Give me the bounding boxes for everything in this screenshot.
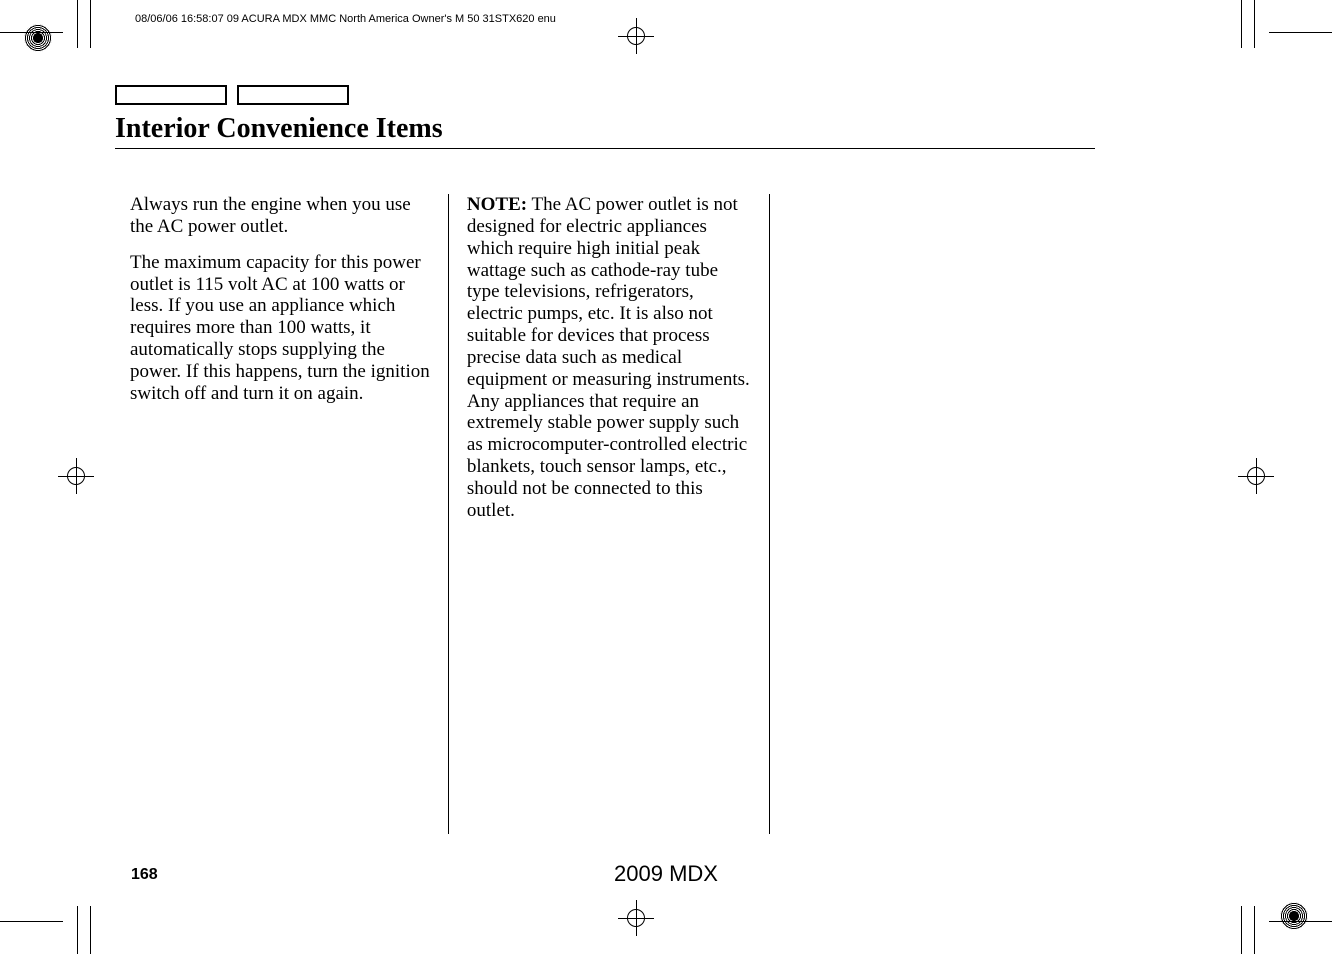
section-title: Interior Convenience Items (115, 113, 1095, 145)
column-2: NOTE: The AC power outlet is not designe… (449, 194, 770, 834)
title-box-2 (237, 85, 349, 105)
section-header: Interior Convenience Items (115, 85, 1095, 149)
crosshair-left (58, 458, 94, 494)
header-metadata: 08/06/06 16:58:07 09 ACURA MDX MMC North… (135, 13, 556, 25)
crop-line (77, 0, 78, 48)
note-label: NOTE: (467, 194, 527, 215)
crop-line (1269, 32, 1332, 33)
title-rule (115, 148, 1095, 149)
crosshair-bottom (618, 900, 654, 936)
crop-line (0, 921, 63, 922)
title-box-1 (115, 85, 227, 105)
crop-line (0, 32, 63, 33)
crosshair-top (618, 18, 654, 54)
body-columns: Always run the engine when you use the A… (130, 194, 1090, 834)
paragraph: Always run the engine when you use the A… (130, 194, 430, 238)
crop-line (90, 0, 91, 48)
crop-line (1241, 906, 1242, 954)
title-boxes (115, 85, 1095, 105)
note-text: The AC power outlet is not designed for … (467, 194, 750, 521)
column-1: Always run the engine when you use the A… (130, 194, 449, 834)
paragraph: The maximum capacity for this power outl… (130, 252, 430, 405)
crop-line (90, 906, 91, 954)
crop-line (1254, 0, 1255, 48)
page-number: 168 (131, 866, 158, 884)
crop-line (1269, 921, 1332, 922)
note-paragraph: NOTE: The AC power outlet is not designe… (467, 194, 751, 522)
crop-line (77, 906, 78, 954)
registration-mark-br (1280, 902, 1308, 930)
crop-line (1241, 0, 1242, 48)
footer-model: 2009 MDX (614, 861, 718, 887)
registration-mark-tl (24, 24, 52, 52)
crop-line (1254, 906, 1255, 954)
column-3 (770, 194, 1091, 834)
crosshair-right (1238, 458, 1274, 494)
